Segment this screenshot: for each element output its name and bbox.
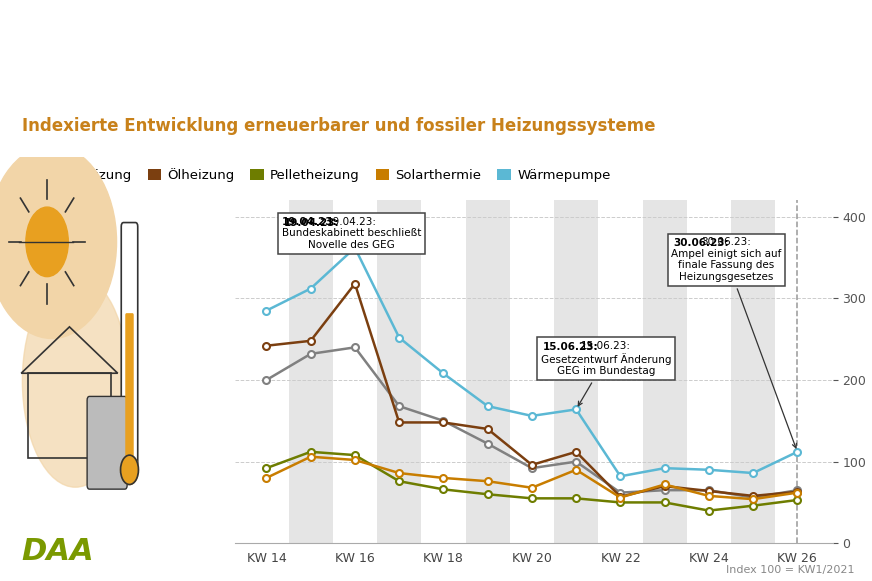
Text: DAA WärmeIndex: DAA WärmeIndex xyxy=(17,37,290,65)
Text: 2023: 2023 xyxy=(771,74,816,92)
Text: 15.06.23:
Gesetzentwurf Änderung
GEG im Bundestag: 15.06.23: Gesetzentwurf Änderung GEG im … xyxy=(541,341,671,406)
Bar xyxy=(289,200,333,543)
Text: Index 100 = KW1/2021: Index 100 = KW1/2021 xyxy=(726,565,855,575)
FancyBboxPatch shape xyxy=(87,396,127,489)
Text: 19.04.23:: 19.04.23: xyxy=(282,217,337,227)
Text: DAA: DAA xyxy=(22,537,94,566)
Bar xyxy=(377,200,421,543)
FancyBboxPatch shape xyxy=(121,223,138,470)
Bar xyxy=(731,200,775,543)
Text: 19.04.23:: 19.04.23: xyxy=(284,217,340,228)
Text: 19.04.23:
Bundeskabinett beschließt
Novelle des GEG: 19.04.23: Bundeskabinett beschließt Nove… xyxy=(282,217,421,250)
Text: 15.06.23:: 15.06.23: xyxy=(543,342,598,352)
Text: 30.06.23:: 30.06.23: xyxy=(673,238,729,248)
Ellipse shape xyxy=(0,145,117,339)
Text: Indexierte Entwicklung erneuerbarer und fossiler Heizungssysteme: Indexierte Entwicklung erneuerbarer und … xyxy=(22,117,655,135)
Circle shape xyxy=(120,455,139,485)
Bar xyxy=(643,200,687,543)
Ellipse shape xyxy=(23,275,128,487)
Bar xyxy=(554,200,598,543)
Bar xyxy=(466,200,510,543)
Legend: Gasheizung, Ölheizung, Pelletheizung, Solarthermie, Wärmepumpe: Gasheizung, Ölheizung, Pelletheizung, So… xyxy=(29,163,616,187)
Text: 30.06.23:
Ampel einigt sich auf
finale Fassung des
Heizungsgesetzes: 30.06.23: Ampel einigt sich auf finale F… xyxy=(671,237,796,448)
FancyBboxPatch shape xyxy=(126,313,133,460)
Circle shape xyxy=(26,207,68,277)
Text: Q2: Q2 xyxy=(764,20,823,58)
